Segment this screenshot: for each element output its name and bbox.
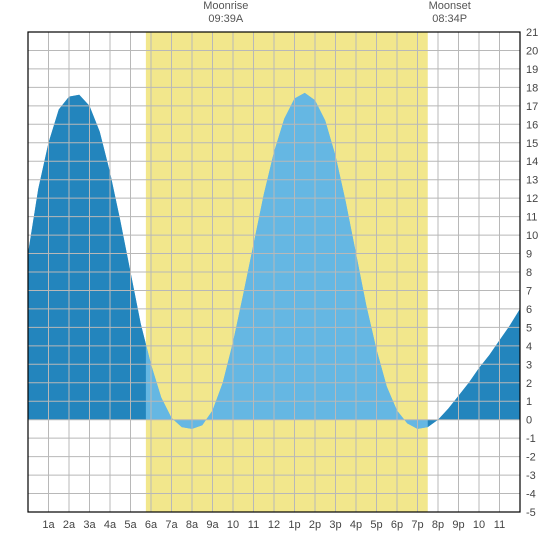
svg-text:3: 3	[526, 359, 532, 371]
svg-text:1a: 1a	[42, 519, 55, 531]
svg-text:20: 20	[526, 45, 538, 57]
chart-svg: -5-4-3-2-1012345678910111213141516171819…	[0, 0, 550, 550]
svg-text:7a: 7a	[165, 519, 178, 531]
svg-text:19: 19	[526, 64, 538, 76]
svg-text:5p: 5p	[370, 519, 382, 531]
svg-text:2a: 2a	[63, 519, 76, 531]
svg-text:3a: 3a	[83, 519, 96, 531]
svg-text:10: 10	[526, 230, 538, 242]
svg-text:2p: 2p	[309, 519, 321, 531]
chart-header: Moonrise 09:39A Moonset 08:34P	[0, 0, 550, 30]
svg-text:3p: 3p	[329, 519, 341, 531]
svg-text:-1: -1	[526, 433, 536, 445]
svg-text:7: 7	[526, 285, 532, 297]
svg-text:5a: 5a	[124, 519, 137, 531]
svg-text:11: 11	[526, 212, 537, 224]
moonrise-text: Moonrise	[196, 0, 256, 13]
svg-text:1p: 1p	[288, 519, 300, 531]
svg-text:15: 15	[526, 138, 538, 150]
moonset-time: 08:34P	[420, 13, 480, 26]
svg-text:4a: 4a	[104, 519, 117, 531]
svg-text:1: 1	[526, 396, 532, 408]
svg-text:16: 16	[526, 119, 538, 131]
tide-chart: Moonrise 09:39A Moonset 08:34P -5 -4 -3 -2 -…	[0, 0, 550, 550]
svg-text:9: 9	[526, 249, 532, 261]
moonrise-time: 09:39A	[196, 13, 256, 26]
svg-text:-3: -3	[526, 470, 536, 482]
svg-text:9p: 9p	[452, 519, 464, 531]
svg-text:4: 4	[526, 341, 532, 353]
svg-text:13: 13	[526, 175, 538, 187]
moonrise-label: Moonrise 09:39A	[196, 0, 256, 26]
svg-text:14: 14	[526, 156, 538, 168]
svg-text:0: 0	[526, 415, 532, 427]
moonset-label: Moonset 08:34P	[420, 0, 480, 26]
svg-text:9a: 9a	[206, 519, 219, 531]
svg-text:8: 8	[526, 267, 532, 279]
svg-text:2: 2	[526, 378, 532, 390]
moonset-text: Moonset	[420, 0, 480, 13]
svg-text:12: 12	[526, 193, 538, 205]
svg-text:8a: 8a	[186, 519, 199, 531]
svg-text:-2: -2	[526, 452, 536, 464]
svg-text:4p: 4p	[350, 519, 362, 531]
svg-text:6a: 6a	[145, 519, 158, 531]
svg-text:8p: 8p	[432, 519, 444, 531]
svg-text:10: 10	[473, 519, 485, 531]
svg-text:12: 12	[268, 519, 280, 531]
svg-text:-4: -4	[526, 489, 536, 501]
svg-text:7p: 7p	[411, 519, 423, 531]
svg-text:-5: -5	[526, 507, 536, 519]
svg-text:11: 11	[248, 519, 259, 531]
svg-text:17: 17	[526, 101, 538, 113]
svg-text:5: 5	[526, 322, 532, 334]
svg-text:10: 10	[227, 519, 239, 531]
svg-text:6p: 6p	[391, 519, 403, 531]
svg-text:11: 11	[494, 519, 505, 531]
svg-text:6: 6	[526, 304, 532, 316]
svg-text:18: 18	[526, 82, 538, 94]
